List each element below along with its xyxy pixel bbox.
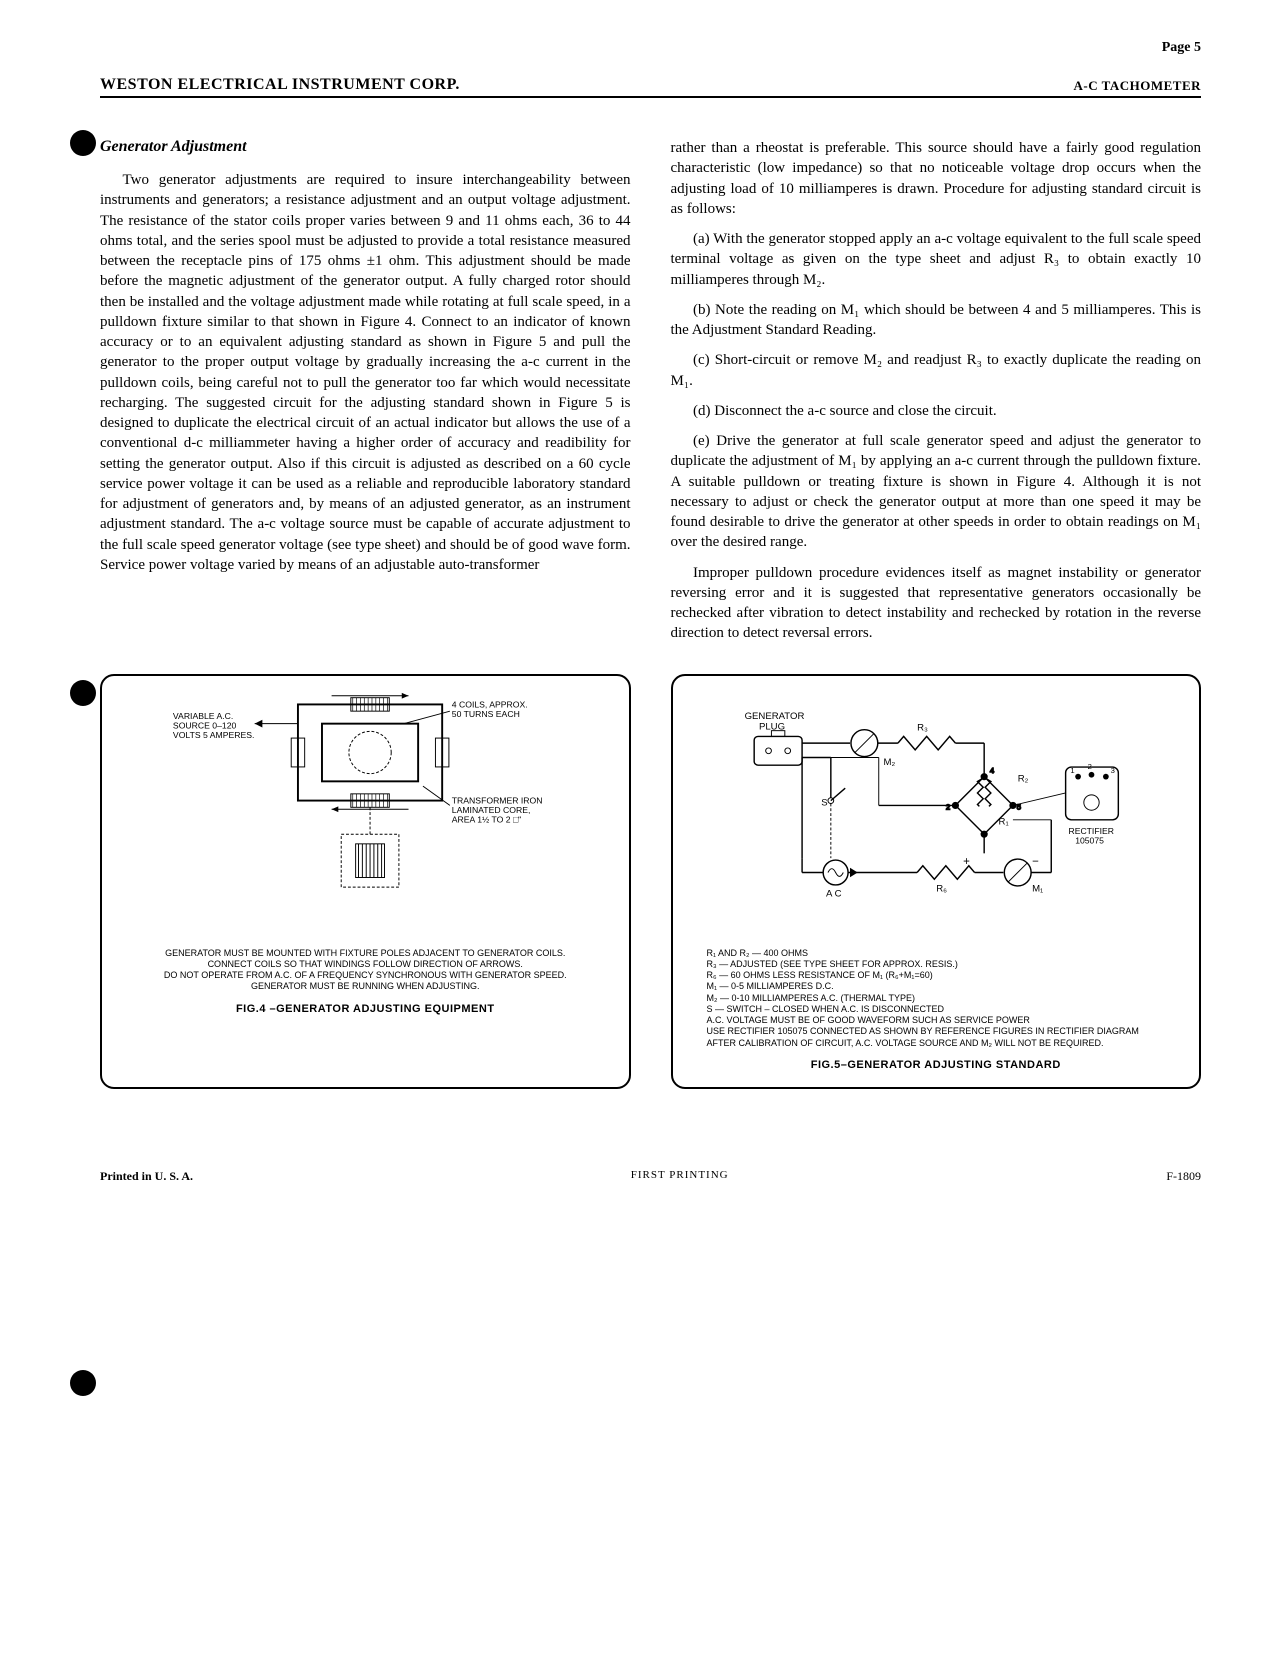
- header-doc-title: A-C TACHOMETER: [1074, 78, 1202, 94]
- body-paragraph: (e) Drive the generator at full scale ge…: [671, 431, 1202, 553]
- header-company: WESTON ELECTRICAL INSTRUMENT CORP.: [100, 76, 460, 94]
- body-paragraph: rather than a rheostat is preferable. Th…: [671, 138, 1202, 219]
- svg-text:2: 2: [1087, 762, 1091, 771]
- fig5-m2-label: M₂: [883, 757, 895, 768]
- section-heading: Generator Adjustment: [100, 138, 631, 156]
- fig5-r6-label: R₆: [936, 883, 947, 894]
- page-header: WESTON ELECTRICAL INSTRUMENT CORP. A-C T…: [100, 76, 1201, 98]
- scan-marker: [70, 1370, 96, 1396]
- figure-4: VARIABLE A.C. SOURCE 0–120 VOLTS 5 AMPER…: [100, 674, 631, 1089]
- scan-marker: [70, 680, 96, 706]
- body-paragraph: (d) Disconnect the a-c source and close …: [671, 401, 1202, 421]
- figure-4-notes: GENERATOR MUST BE MOUNTED WITH FIXTURE P…: [136, 948, 595, 993]
- body-paragraph: (c) Short-circuit or remove M₂ and readj…: [671, 350, 1202, 391]
- fig5-m1-label: M₁: [1032, 883, 1043, 894]
- svg-text:3: 3: [1110, 765, 1114, 774]
- fig5-s-label: S: [821, 797, 827, 808]
- fig5-rect-label: RECTIFIER 105075: [1068, 826, 1116, 846]
- figure-5-caption: FIG.5–GENERATOR ADJUSTING STANDARD: [687, 1059, 1186, 1073]
- fig5-r2-label: R₂: [1017, 773, 1028, 784]
- column-left: Generator Adjustment Two generator adjus…: [100, 138, 631, 654]
- page-footer: Printed in U. S. A. FIRST PRINTING F-180…: [100, 1169, 1201, 1184]
- svg-text:4: 4: [989, 765, 994, 774]
- svg-text:2: 2: [945, 802, 949, 811]
- body-columns: Generator Adjustment Two generator adjus…: [100, 138, 1201, 654]
- figure-4-caption: FIG.4 –GENERATOR ADJUSTING EQUIPMENT: [116, 1003, 615, 1017]
- figure-4-diagram: VARIABLE A.C. SOURCE 0–120 VOLTS 5 AMPER…: [116, 690, 615, 940]
- body-paragraph: Two generator adjustments are required t…: [100, 170, 631, 575]
- figure-5-diagram: GENERATOR PLUG M₂ R₃: [687, 690, 1186, 940]
- figures-row: VARIABLE A.C. SOURCE 0–120 VOLTS 5 AMPER…: [100, 674, 1201, 1089]
- fig4-coils-label: 4 COILS, APPROX. 50 TURNS EACH: [452, 699, 530, 719]
- footer-printed: Printed in U. S. A.: [100, 1169, 193, 1184]
- figure-5: GENERATOR PLUG M₂ R₃: [671, 674, 1202, 1089]
- fig4-core-label: TRANSFORMER IRON LAMINATED CORE, AREA 1½…: [452, 795, 545, 824]
- fig4-source-label: VARIABLE A.C. SOURCE 0–120 VOLTS 5 AMPER…: [173, 710, 254, 739]
- body-paragraph: Improper pulldown procedure evidences it…: [671, 563, 1202, 644]
- svg-text:1: 1: [1070, 765, 1074, 774]
- footer-printing: FIRST PRINTING: [631, 1169, 729, 1184]
- svg-text:−: −: [1032, 855, 1039, 867]
- fig5-ac-label: A C: [826, 888, 842, 899]
- fig5-r1-label: R₁: [998, 816, 1008, 827]
- body-paragraph: (a) With the generator stopped apply an …: [671, 229, 1202, 290]
- fig5-r3-label: R₃: [917, 722, 928, 733]
- fig5-plug-label: GENERATOR PLUG: [744, 711, 806, 733]
- scan-marker: [70, 130, 96, 156]
- figure-5-notes: R₁ AND R₂ — 400 OHMS R₃ — ADJUSTED (SEE …: [707, 948, 1166, 1049]
- page-number: Page 5: [100, 40, 1201, 56]
- footer-code: F-1809: [1166, 1169, 1201, 1184]
- column-right: rather than a rheostat is preferable. Th…: [671, 138, 1202, 654]
- body-paragraph: (b) Note the reading on M₁ which should …: [671, 300, 1202, 341]
- svg-text:+: +: [963, 855, 970, 867]
